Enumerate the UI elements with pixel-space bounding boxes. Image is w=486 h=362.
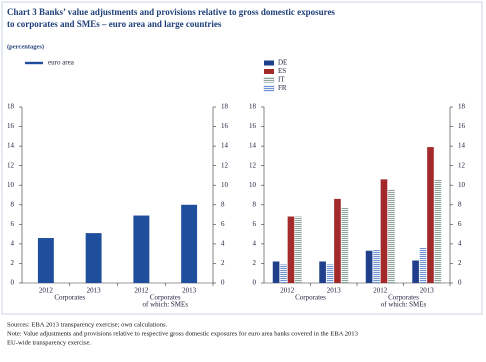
y2-tick-label: 0	[458, 279, 462, 287]
y-tick-label: 18	[7, 103, 15, 111]
bar	[388, 189, 395, 283]
y-tick-label: 8	[253, 200, 257, 208]
y2-tick-label: 16	[221, 122, 229, 130]
y2-tick-label: 12	[458, 161, 466, 169]
group-label: Corporates	[150, 294, 181, 302]
y-tick-label: 8	[11, 200, 15, 208]
y2-tick-label: 6	[458, 220, 462, 228]
y2-tick-label: 18	[458, 103, 466, 111]
bar	[272, 261, 280, 283]
y2-tick-label: 8	[458, 200, 462, 208]
group-label: Corporates	[295, 294, 326, 302]
y2-tick-label: 2	[458, 259, 462, 267]
y2-tick-label: 14	[458, 142, 466, 150]
y2-tick-label: 4	[221, 239, 225, 247]
y2-tick-label: 2	[221, 259, 225, 267]
legend-swatch	[263, 77, 275, 83]
legend-swatch	[25, 61, 43, 65]
y2-tick-label: 6	[221, 220, 225, 228]
y2-tick-label: 10	[221, 181, 229, 189]
bar	[365, 250, 373, 283]
y-tick-label: 14	[249, 142, 257, 150]
legend-label: DE	[278, 59, 287, 67]
y-tick-label: 6	[11, 220, 15, 228]
note: EU-wide transparency exercise.	[7, 340, 91, 347]
x-tick-label: 2012	[280, 287, 295, 295]
legend-label: euro area	[48, 59, 75, 67]
legend-swatch	[264, 69, 274, 74]
chart-title: to corporates and SMEs – euro area and l…	[7, 19, 222, 29]
bar	[341, 207, 349, 283]
y-tick-label: 10	[249, 181, 257, 189]
y2-tick-label: 12	[221, 161, 229, 169]
bar	[319, 261, 326, 283]
bar	[334, 198, 341, 283]
chart-title: Chart 3 Banks’ value adjustments and pro…	[7, 7, 335, 17]
group-label: Corporates	[54, 294, 85, 302]
bar	[412, 260, 419, 283]
group-label: of which: SMEs	[381, 301, 427, 309]
y-tick-label: 10	[7, 181, 15, 189]
bar	[280, 264, 287, 283]
bar	[419, 247, 427, 283]
bar	[434, 179, 442, 283]
y-tick-label: 12	[7, 161, 15, 169]
y-tick-label: 4	[11, 239, 15, 247]
x-tick-label: 2012	[134, 287, 149, 295]
bar	[326, 264, 334, 283]
y-tick-label: 2	[253, 259, 257, 267]
frame	[1, 1, 483, 315]
x-tick-label: 2012	[39, 287, 54, 295]
y2-tick-label: 8	[221, 200, 225, 208]
bar	[295, 216, 302, 283]
y-tick-label: 0	[253, 279, 257, 287]
y-tick-label: 18	[249, 103, 257, 111]
bar	[287, 216, 295, 283]
legend-swatch	[263, 85, 275, 92]
legend-swatch	[264, 60, 274, 66]
bar	[37, 238, 54, 283]
x-tick-label: 2013	[87, 287, 102, 295]
bar	[380, 179, 388, 283]
y-tick-label: 16	[7, 122, 15, 130]
unit-label: (percentages)	[7, 43, 44, 50]
bar	[181, 204, 198, 283]
y-tick-label: 12	[249, 161, 257, 169]
y2-tick-label: 0	[221, 279, 225, 287]
y-tick-label: 2	[11, 259, 15, 267]
bar	[133, 215, 150, 283]
legend-label: FR	[278, 84, 287, 92]
x-tick-label: 2013	[420, 287, 435, 295]
group-label: Corporates	[388, 294, 419, 302]
x-tick-label: 2013	[182, 287, 197, 295]
bar	[85, 233, 102, 283]
x-tick-label: 2013	[327, 287, 342, 295]
bar	[427, 147, 434, 283]
y-tick-label: 0	[11, 279, 15, 287]
y2-tick-label: 16	[458, 122, 466, 130]
y2-tick-label: 18	[221, 103, 229, 111]
sources: Sources: EBA 2013 transparency exercise;…	[7, 322, 168, 329]
y2-tick-label: 4	[458, 239, 462, 247]
y-tick-label: 4	[253, 239, 257, 247]
y-tick-label: 14	[7, 142, 15, 150]
y-tick-label: 16	[249, 122, 257, 130]
y2-tick-label: 10	[458, 181, 466, 189]
legend-label: ES	[278, 67, 286, 75]
x-tick-label: 2012	[373, 287, 388, 295]
bar	[373, 249, 380, 283]
group-label: of which: SMEs	[143, 301, 189, 309]
y-tick-label: 6	[253, 220, 257, 228]
y2-tick-label: 14	[221, 142, 229, 150]
legend-label: IT	[278, 76, 285, 84]
note: Note: Value adjustments and provisions r…	[7, 331, 359, 338]
